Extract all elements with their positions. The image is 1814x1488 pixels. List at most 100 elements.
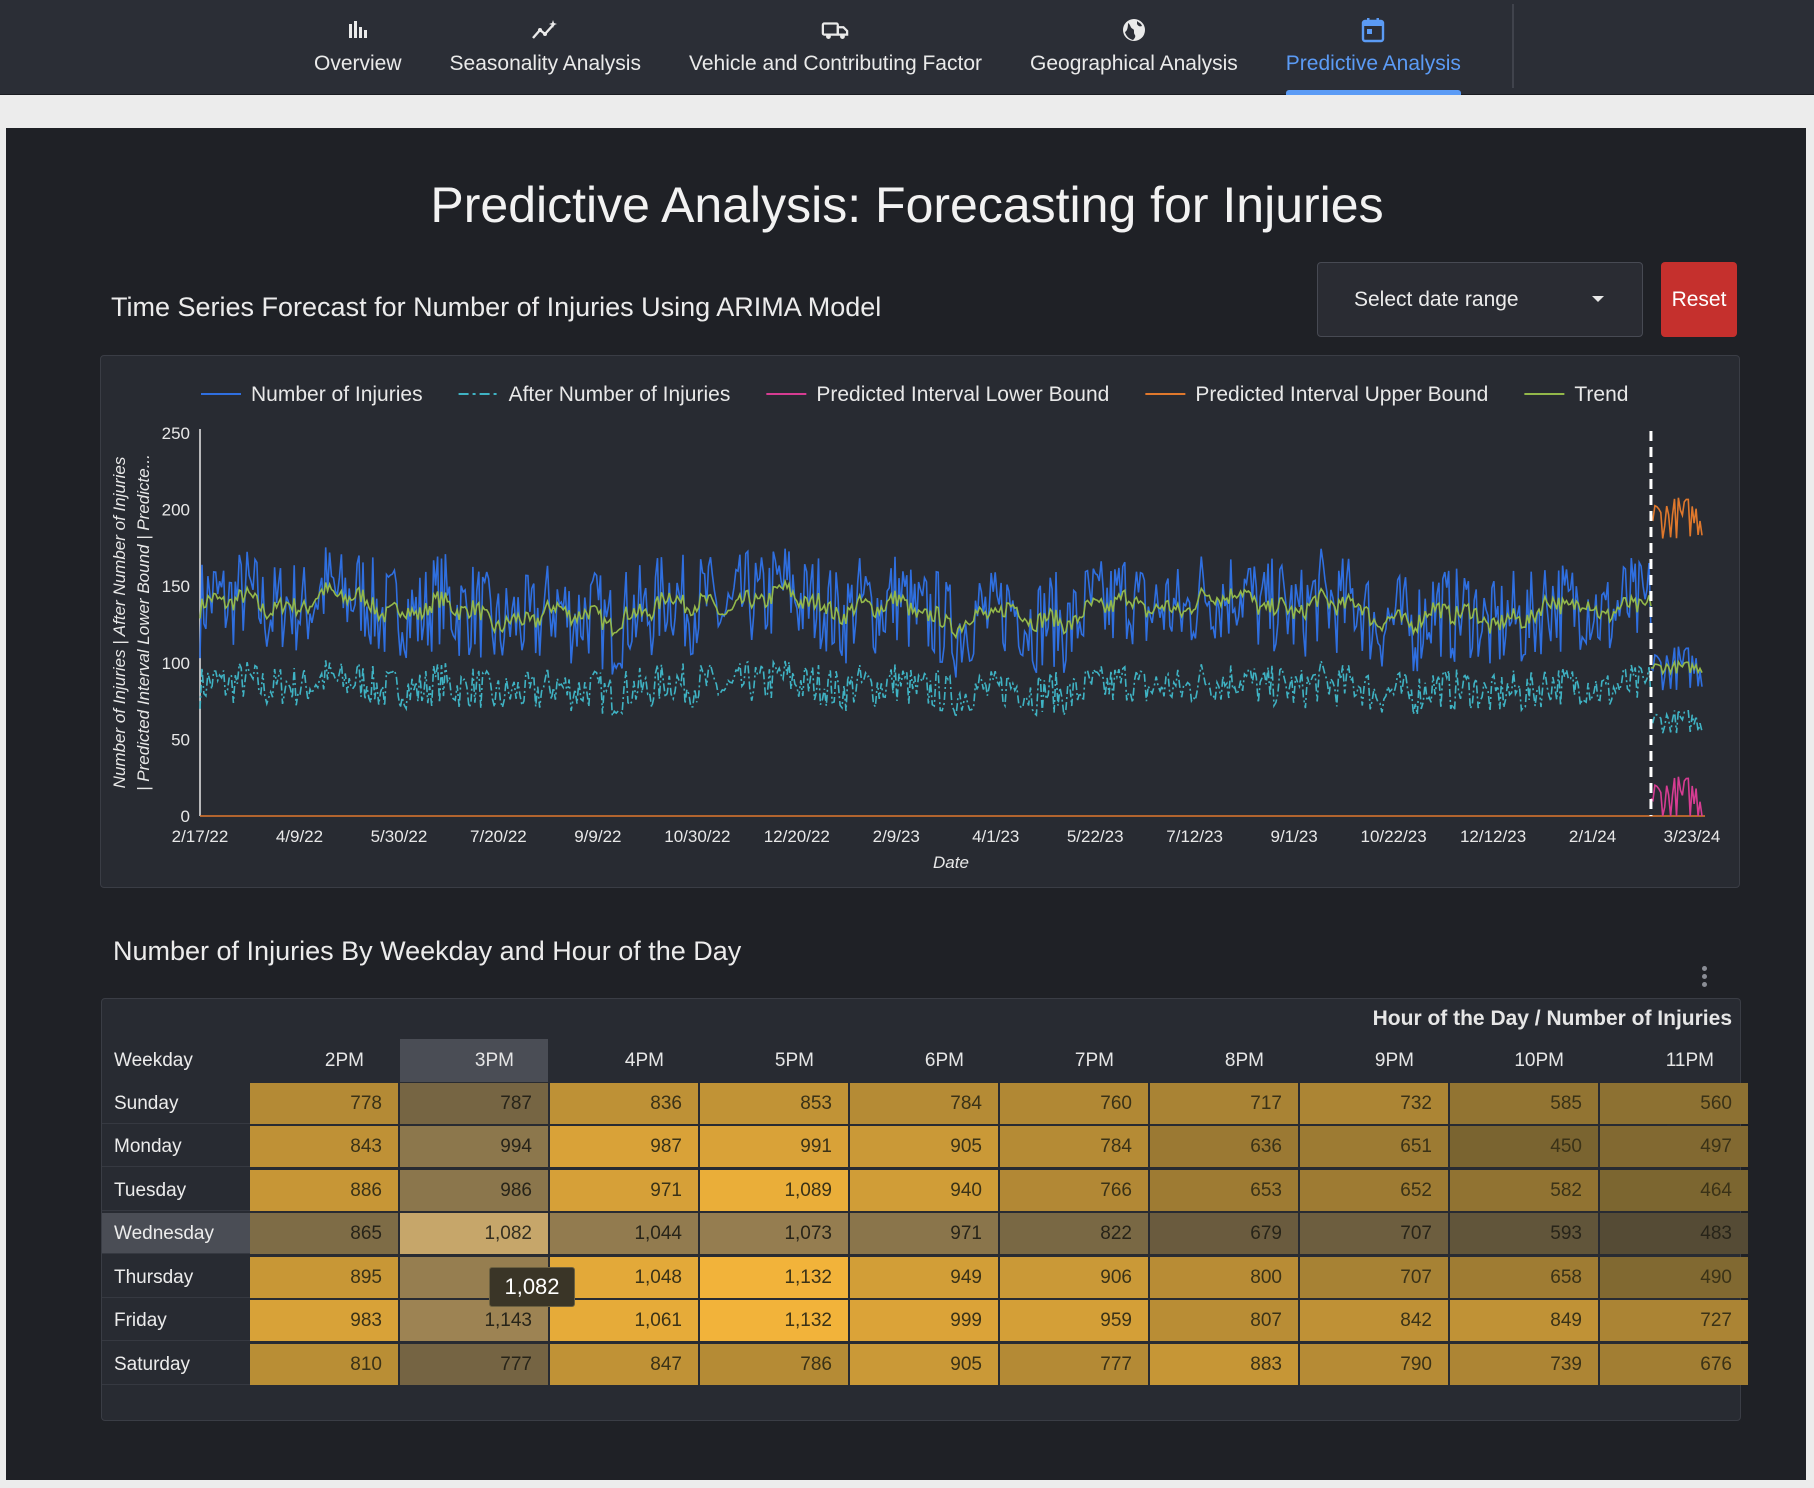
weekday-label[interactable]: Monday [102, 1126, 250, 1167]
column-header[interactable]: 9PM [1374, 1050, 1414, 1071]
heatmap-cell[interactable]: 853 [700, 1082, 848, 1124]
heatmap-cell[interactable]: 707 [1300, 1256, 1448, 1298]
heatmap-cell[interactable]: 1,082 [400, 1213, 548, 1254]
heatmap-cell[interactable]: 905 [850, 1343, 998, 1385]
heatmap-cell[interactable]: 636 [1150, 1126, 1298, 1167]
reset-button[interactable]: Reset [1661, 262, 1737, 337]
column-header[interactable]: 2PM [324, 1050, 364, 1071]
heatmap-cell[interactable]: 778 [250, 1082, 398, 1124]
heatmap-cell[interactable]: 651 [1300, 1126, 1448, 1167]
column-header[interactable]: 11PM [1665, 1050, 1714, 1071]
heatmap-table: Weekday 2PM 3PM 4PM 5PM 6PM 7PM 8PM 9PM 10PM 11PM S… [102, 1039, 1750, 1387]
tab-predictive-analysis[interactable]: Predictive Analysis [1262, 0, 1485, 95]
heatmap-cell[interactable]: 483 [1600, 1213, 1748, 1254]
column-header[interactable]: 10PM [1514, 1050, 1564, 1071]
heatmap-cell[interactable]: 986 [400, 1169, 548, 1211]
weekday-label[interactable]: Tuesday [102, 1170, 250, 1211]
column-header[interactable]: 4PM [624, 1050, 664, 1071]
heatmap-cell[interactable]: 983 [250, 1300, 398, 1341]
heatmap-cell[interactable]: 739 [1450, 1343, 1598, 1385]
heatmap-cell[interactable]: 883 [1150, 1343, 1298, 1385]
heatmap-cell[interactable]: 999 [850, 1300, 998, 1341]
heatmap-cell[interactable]: 450 [1450, 1126, 1598, 1167]
x-tick-label: 5/22/23 [1067, 827, 1124, 846]
heatmap-cell[interactable]: 987 [550, 1126, 698, 1167]
heatmap-cell[interactable]: 760 [1000, 1082, 1148, 1124]
heatmap-cell[interactable]: 847 [550, 1343, 698, 1385]
heatmap-cell[interactable]: 652 [1300, 1169, 1448, 1211]
heatmap-cell[interactable]: 842 [1300, 1300, 1448, 1341]
heatmap-cell[interactable]: 843 [250, 1126, 398, 1167]
heatmap-cell[interactable]: 971 [550, 1169, 698, 1211]
heatmap-cell[interactable]: 582 [1450, 1169, 1598, 1211]
heatmap-cell[interactable]: 658 [1450, 1256, 1598, 1298]
heatmap-cell[interactable]: 727 [1600, 1300, 1748, 1341]
heatmap-cell[interactable]: 959 [1000, 1300, 1148, 1341]
heatmap-cell[interactable]: 707 [1300, 1213, 1448, 1254]
heatmap-cell[interactable]: 949 [850, 1256, 998, 1298]
heatmap-cell[interactable]: 822 [1000, 1213, 1148, 1254]
legend-label: Predicted Interval Lower Bound [816, 383, 1109, 406]
tab-seasonality-analysis[interactable]: Seasonality Analysis [426, 0, 665, 95]
heatmap-cell[interactable]: 732 [1300, 1082, 1448, 1124]
weekday-label[interactable]: Saturday [102, 1344, 250, 1385]
heatmap-cell[interactable]: 464 [1600, 1169, 1748, 1211]
heatmap-cell[interactable]: 777 [1000, 1343, 1148, 1385]
heatmap-cell[interactable]: 807 [1150, 1300, 1298, 1341]
column-header[interactable]: 5PM [774, 1050, 814, 1071]
heatmap-cell[interactable]: 777 [400, 1343, 548, 1385]
more-vert-icon[interactable] [1696, 964, 1712, 990]
heatmap-cell[interactable]: 836 [550, 1082, 698, 1124]
y-tick-label: 100 [162, 654, 190, 673]
weekday-label[interactable]: Wednesday [102, 1213, 250, 1254]
heatmap-cell[interactable]: 800 [1150, 1256, 1298, 1298]
heatmap-cell[interactable]: 1,132 [700, 1300, 848, 1341]
heatmap-cell[interactable]: 1,061 [550, 1300, 698, 1341]
column-header[interactable]: 7PM [1074, 1050, 1114, 1071]
heatmap-cell[interactable]: 1,073 [700, 1213, 848, 1254]
heatmap-cell[interactable]: 653 [1150, 1169, 1298, 1211]
heatmap-cell[interactable]: 787 [400, 1082, 548, 1124]
heatmap-cell[interactable]: 784 [850, 1082, 998, 1124]
heatmap-cell[interactable]: 497 [1600, 1126, 1748, 1167]
column-header[interactable]: 3PM [400, 1039, 548, 1082]
heatmap-cell[interactable]: 971 [850, 1213, 998, 1254]
heatmap-cell[interactable]: 1,132 [700, 1256, 848, 1298]
heatmap-cell[interactable]: 786 [700, 1343, 848, 1385]
x-tick-label: 4/1/23 [972, 827, 1019, 846]
date-range-select[interactable]: Select date range [1317, 262, 1643, 337]
heatmap-cell[interactable]: 490 [1600, 1256, 1748, 1298]
x-tick-label: 2/17/22 [172, 827, 229, 846]
heatmap-cell[interactable]: 593 [1450, 1213, 1598, 1254]
heatmap-cell[interactable]: 940 [850, 1169, 998, 1211]
heatmap-cell[interactable]: 810 [250, 1343, 398, 1385]
heatmap-cell[interactable]: 886 [250, 1169, 398, 1211]
column-header[interactable]: 8PM [1224, 1050, 1264, 1071]
heatmap-cell[interactable]: 849 [1450, 1300, 1598, 1341]
heatmap-cell[interactable]: 560 [1600, 1082, 1748, 1124]
weekday-label[interactable]: Thursday [102, 1257, 250, 1298]
heatmap-cell[interactable]: 717 [1150, 1082, 1298, 1124]
tab-vehicle-and-contributing-factor[interactable]: Vehicle and Contributing Factor [665, 0, 1006, 95]
weekday-label[interactable]: Sunday [102, 1083, 250, 1124]
heatmap-cell[interactable]: 895 [250, 1256, 398, 1298]
tab-geographical-analysis[interactable]: Geographical Analysis [1006, 0, 1262, 95]
heatmap-cell[interactable]: 676 [1600, 1343, 1748, 1385]
weekday-label[interactable]: Friday [102, 1300, 250, 1341]
heatmap-cell[interactable]: 1,044 [550, 1213, 698, 1254]
heatmap-cell[interactable]: 991 [700, 1126, 848, 1167]
heatmap-cell[interactable]: 679 [1150, 1213, 1298, 1254]
timeseries-title: Time Series Forecast for Number of Injur… [111, 292, 882, 322]
tab-overview[interactable]: Overview [290, 0, 426, 95]
heatmap-cell[interactable]: 784 [1000, 1126, 1148, 1167]
heatmap-cell[interactable]: 906 [1000, 1256, 1148, 1298]
heatmap-cell[interactable]: 865 [250, 1213, 398, 1254]
heatmap-cell[interactable]: 585 [1450, 1082, 1598, 1124]
heatmap-cell[interactable]: 994 [400, 1126, 548, 1167]
heatmap-cell[interactable]: 790 [1300, 1343, 1448, 1385]
heatmap-cell[interactable]: 766 [1000, 1169, 1148, 1211]
column-header[interactable]: 6PM [924, 1050, 964, 1071]
heatmap-cell[interactable]: 905 [850, 1126, 998, 1167]
x-tick-label: 10/30/22 [664, 827, 730, 846]
heatmap-cell[interactable]: 1,089 [700, 1169, 848, 1211]
